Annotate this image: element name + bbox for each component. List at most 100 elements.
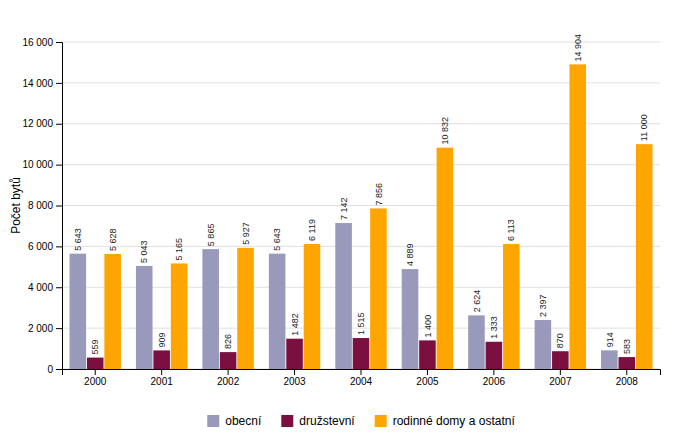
data-label: 870 — [555, 333, 565, 348]
tick-label: 14 000 — [22, 78, 53, 89]
bar — [286, 339, 303, 369]
bar — [335, 223, 352, 369]
data-label: 914 — [604, 332, 614, 347]
tick: 0 — [47, 364, 62, 375]
chart: 5 6435 0435 8655 6437 1424 8892 6242 397… — [0, 0, 675, 441]
tick: 2003 — [283, 369, 306, 387]
tick-mark — [56, 328, 62, 329]
tick-label: 2003 — [283, 376, 306, 387]
legend-label: družstevní — [299, 414, 355, 428]
tick: 2001 — [151, 369, 174, 387]
tick-label: 2006 — [483, 376, 506, 387]
bar — [171, 263, 188, 369]
tick: 2006 — [483, 369, 506, 387]
tick-mark — [56, 83, 62, 84]
data-label: 4 889 — [405, 244, 415, 267]
data-label: 11 000 — [639, 114, 649, 141]
data-labels: 5 6435 0435 8655 6437 1424 8892 6242 397… — [73, 34, 649, 355]
legend-label: rodinné domy a ostatní — [393, 414, 516, 428]
data-label: 7 856 — [374, 183, 384, 206]
bar — [304, 244, 321, 369]
legend-item: družstevní — [281, 414, 355, 428]
legend-label: obecní — [225, 414, 262, 428]
tick: 16 000 — [22, 37, 62, 48]
bar — [370, 208, 387, 369]
tick: 2000 — [84, 369, 107, 387]
tick-label: 2000 — [84, 376, 107, 387]
tick: 6 000 — [28, 241, 62, 252]
tick-mark — [56, 165, 62, 166]
tick-label: 10 000 — [22, 159, 53, 170]
data-label: 5 165 — [174, 238, 184, 261]
tick-mark — [427, 369, 428, 375]
tick: 2008 — [616, 369, 639, 387]
bar — [535, 320, 552, 369]
bar — [269, 254, 286, 369]
bar — [353, 338, 370, 369]
data-label: 5 927 — [241, 222, 251, 245]
bar-series — [104, 64, 652, 369]
tick: 2004 — [350, 369, 373, 387]
bar — [437, 148, 454, 369]
tick-label: 2001 — [151, 376, 174, 387]
bar — [202, 249, 219, 369]
legend-item: obecní — [207, 414, 262, 428]
tick: 2007 — [549, 369, 572, 387]
data-label: 5 865 — [206, 224, 216, 247]
tick: 12 000 — [22, 118, 62, 129]
tick-mark — [161, 369, 162, 375]
bar — [402, 269, 419, 369]
y-axis-title: Počet bytů — [9, 177, 23, 234]
tick-label: 2008 — [616, 376, 639, 387]
data-label: 6 119 — [307, 219, 317, 241]
data-label: 5 628 — [108, 228, 118, 251]
legend-swatch — [207, 415, 219, 427]
tick-mark — [56, 287, 62, 288]
tick-mark — [56, 124, 62, 125]
bar — [153, 350, 170, 369]
tick-mark — [626, 369, 627, 375]
tick-mark — [560, 369, 561, 375]
plot: 5 6435 0435 8655 6437 1424 8892 6242 397… — [22, 34, 660, 387]
data-label: 10 832 — [440, 117, 450, 145]
tick-label: 2 000 — [28, 323, 53, 334]
bar — [87, 358, 104, 369]
tick: 2005 — [416, 369, 439, 387]
data-label: 2 624 — [472, 290, 482, 313]
tick-label: 2004 — [350, 376, 373, 387]
bar-series — [70, 223, 618, 369]
bar — [569, 64, 586, 369]
axis-line — [63, 370, 661, 376]
tick-label: 8 000 — [28, 200, 53, 211]
tick-label: 2005 — [416, 376, 439, 387]
data-label: 1 333 — [489, 316, 499, 339]
tick: 4 000 — [28, 282, 62, 293]
tick-mark — [56, 42, 62, 43]
data-label: 559 — [90, 340, 100, 355]
tick-label: 4 000 — [28, 282, 53, 293]
tick-label: 6 000 — [28, 241, 53, 252]
tick-mark — [56, 206, 62, 207]
data-label: 909 — [157, 332, 167, 347]
bar — [136, 266, 153, 369]
tick: 14 000 — [22, 78, 62, 89]
tick-label: 2007 — [549, 376, 572, 387]
legend-swatch — [281, 415, 293, 427]
tick: 2002 — [217, 369, 240, 387]
bar — [237, 248, 254, 369]
bar — [104, 254, 121, 369]
bar — [503, 244, 520, 369]
legend: obecní družstevní rodinné domy a ostatní — [207, 414, 515, 428]
tick-mark — [361, 369, 362, 375]
bar — [636, 144, 653, 369]
bar — [419, 340, 436, 369]
tick-mark — [56, 246, 62, 247]
bars — [70, 64, 653, 369]
bar — [552, 351, 569, 369]
data-label: 2 397 — [538, 294, 548, 317]
tick-label: 16 000 — [22, 37, 53, 48]
legend-item: rodinné domy a ostatní — [375, 414, 516, 428]
tick: 2 000 — [28, 323, 62, 334]
x-axis: 2000 2001 2002 2003 2004 2005 2006 2007 2008 — [63, 369, 661, 387]
bar — [618, 357, 635, 369]
